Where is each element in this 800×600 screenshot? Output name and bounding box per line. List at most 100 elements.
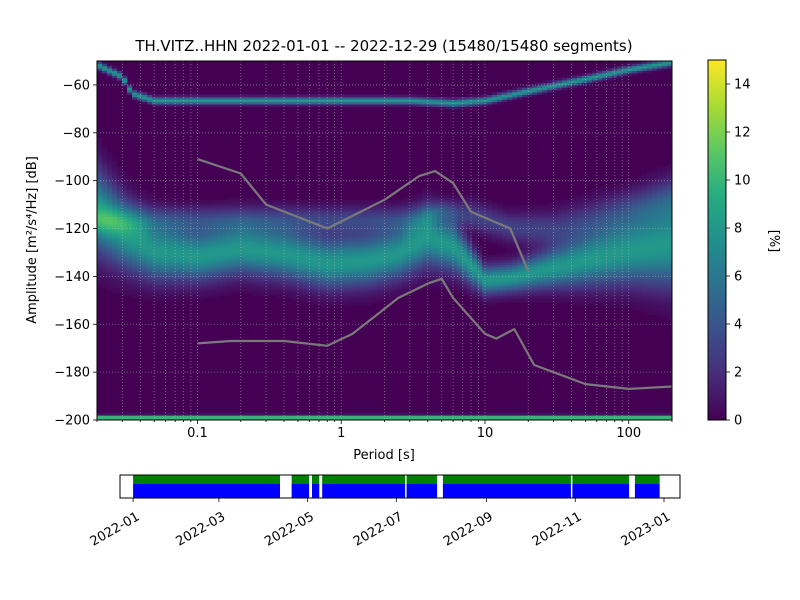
heatmap-cell bbox=[102, 175, 108, 179]
heatmap-cell bbox=[447, 230, 453, 234]
heatmap-cell bbox=[227, 278, 233, 282]
heatmap-cell bbox=[207, 218, 213, 222]
heatmap-cell bbox=[212, 269, 218, 273]
heatmap-cell bbox=[152, 300, 158, 304]
heatmap-cell bbox=[367, 104, 373, 107]
heatmap-cell bbox=[532, 211, 538, 215]
heatmap-cell bbox=[402, 412, 408, 416]
heatmap-cell bbox=[277, 211, 283, 215]
heatmap-cell bbox=[402, 281, 408, 284]
heatmap-cell bbox=[387, 288, 393, 292]
heatmap-cell bbox=[262, 281, 268, 284]
heatmap-cell bbox=[297, 230, 303, 234]
heatmap-cell bbox=[547, 240, 553, 244]
heatmap-cell bbox=[247, 202, 253, 205]
heatmap-cell bbox=[182, 271, 188, 275]
heatmap-cell bbox=[507, 269, 513, 273]
heatmap-cell bbox=[282, 262, 288, 265]
heatmap-cell bbox=[442, 412, 448, 416]
heatmap-cell bbox=[327, 290, 333, 294]
heatmap-cell bbox=[417, 264, 423, 268]
heatmap-cell bbox=[412, 235, 418, 239]
heatmap-cell bbox=[517, 87, 523, 91]
heatmap-cell bbox=[207, 417, 213, 420]
heatmap-cell bbox=[452, 211, 458, 215]
heatmap-cell bbox=[172, 266, 178, 270]
heatmap-cell bbox=[172, 104, 178, 107]
heatmap-cell bbox=[327, 269, 333, 273]
heatmap-cell bbox=[112, 415, 118, 418]
heatmap-cell bbox=[542, 271, 548, 275]
heatmap-cell bbox=[177, 233, 183, 237]
heatmap-cell bbox=[477, 216, 483, 220]
heatmap-cell bbox=[412, 199, 418, 203]
heatmap-cell bbox=[287, 199, 293, 203]
heatmap-cell bbox=[202, 254, 208, 258]
heatmap-cell bbox=[447, 209, 453, 213]
heatmap-cell bbox=[147, 101, 153, 105]
heatmap-cell bbox=[492, 233, 498, 237]
heatmap-cell bbox=[552, 206, 558, 210]
heatmap-cell bbox=[557, 271, 563, 275]
heatmap-cell bbox=[467, 281, 473, 284]
heatmap-cell bbox=[552, 228, 558, 232]
heatmap-cell bbox=[437, 228, 443, 232]
heatmap-cell bbox=[452, 285, 458, 289]
heatmap-cell bbox=[477, 281, 483, 284]
heatmap-cell bbox=[352, 257, 358, 261]
heatmap-cell bbox=[357, 238, 363, 241]
heatmap-cell bbox=[162, 264, 168, 268]
heatmap-cell bbox=[207, 242, 213, 246]
heatmap-cell bbox=[472, 233, 478, 237]
heatmap-cell bbox=[267, 415, 273, 418]
heatmap-cell bbox=[342, 274, 348, 277]
heatmap-cell bbox=[512, 89, 518, 93]
heatmap-cell bbox=[117, 178, 123, 182]
heatmap-cell bbox=[352, 99, 358, 103]
heatmap-cell bbox=[252, 247, 258, 251]
heatmap-cell bbox=[307, 283, 313, 287]
heatmap-cell bbox=[502, 94, 508, 98]
heatmap-cell bbox=[217, 228, 223, 232]
heatmap-cell bbox=[462, 415, 468, 418]
heatmap-cell bbox=[217, 238, 223, 241]
heatmap-cell bbox=[197, 214, 203, 217]
heatmap-cell bbox=[272, 293, 278, 296]
heatmap-cell bbox=[417, 250, 423, 253]
heatmap-cell bbox=[432, 276, 438, 280]
heatmap-cell bbox=[257, 283, 263, 287]
heatmap-cell bbox=[252, 412, 258, 416]
heatmap-cell bbox=[512, 226, 518, 229]
heatmap-cell bbox=[212, 276, 218, 280]
heatmap-cell bbox=[412, 101, 418, 105]
heatmap-cell bbox=[327, 266, 333, 270]
heatmap-cell bbox=[152, 412, 158, 416]
heatmap-cell bbox=[377, 247, 383, 251]
heatmap-cell bbox=[177, 197, 183, 201]
heatmap-cell bbox=[562, 216, 568, 220]
heatmap-cell bbox=[437, 269, 443, 273]
heatmap-cell bbox=[477, 204, 483, 208]
heatmap-cell bbox=[132, 252, 138, 256]
heatmap-cell bbox=[182, 288, 188, 292]
heatmap-cell bbox=[537, 233, 543, 237]
heatmap-cell bbox=[272, 250, 278, 253]
heatmap-cell bbox=[252, 214, 258, 217]
heatmap-cell bbox=[177, 242, 183, 246]
heatmap-cell bbox=[322, 415, 328, 418]
heatmap-cell bbox=[292, 242, 298, 246]
heatmap-cell bbox=[297, 295, 303, 299]
heatmap-cell bbox=[502, 283, 508, 287]
heatmap-cell bbox=[192, 285, 198, 289]
heatmap-cell bbox=[472, 96, 478, 100]
heatmap-cell bbox=[572, 214, 578, 217]
heatmap-cell bbox=[507, 288, 513, 292]
heatmap-cell bbox=[527, 285, 533, 289]
heatmap-cell bbox=[292, 271, 298, 275]
heatmap-cell bbox=[207, 96, 213, 100]
heatmap-cell bbox=[307, 274, 313, 277]
heatmap-cell bbox=[357, 290, 363, 294]
heatmap-cell bbox=[532, 281, 538, 284]
heatmap-cell bbox=[362, 415, 368, 418]
heatmap-cell bbox=[322, 96, 328, 100]
